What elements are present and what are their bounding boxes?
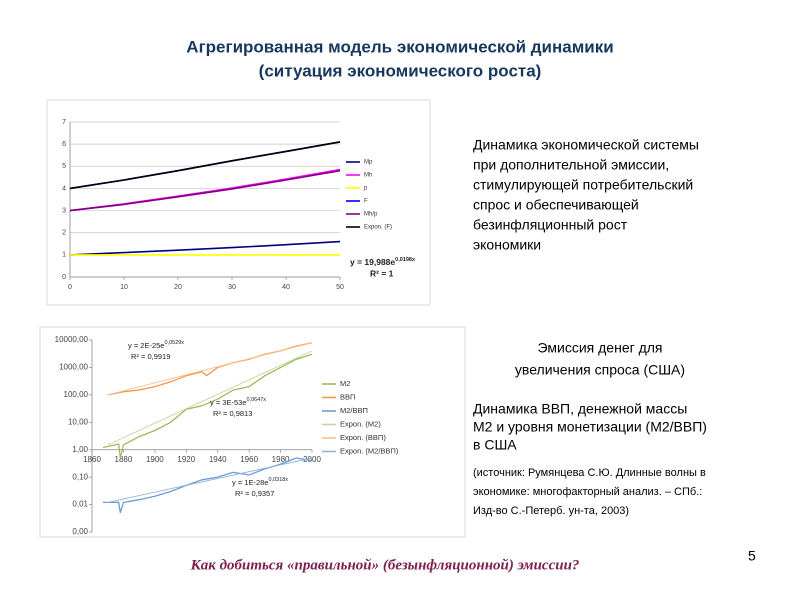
- legend-label: Expon. (ВВП): [340, 433, 386, 442]
- x-tick-label: 2000: [303, 455, 321, 464]
- x-tick-label: 1920: [177, 455, 195, 464]
- x-tick-label: 10: [120, 284, 128, 291]
- equation-exponent: 0,0647x: [246, 397, 266, 403]
- y-tick-label: 0,01: [72, 500, 88, 509]
- y-tick-label: 10,00: [68, 417, 89, 426]
- page-number: 5: [748, 548, 756, 564]
- equation-text: y = 19,988e: [350, 257, 395, 267]
- y-tick-label: 2: [62, 230, 66, 237]
- equation-exponent: 0,0318x: [268, 477, 288, 483]
- x-tick-label: 0: [68, 284, 72, 291]
- x-tick-label: 1980: [272, 455, 290, 464]
- x-tick-label: 1880: [115, 455, 133, 464]
- r-squared: R² = 0,9813: [213, 409, 252, 418]
- description: М2 и уровня монетизации (М2/ВВП): [473, 419, 707, 435]
- trend-equation: y = 1E-28e0,0318x: [232, 477, 288, 487]
- y-tick-label: 0,00: [72, 527, 88, 536]
- chart: 10000,00 1000,00 100,00 10,00 1,00 0,10 0,01 0,…: [55, 335, 399, 536]
- description: Динамика экономической системы: [473, 137, 699, 153]
- series-line: [107, 350, 313, 446]
- series-line: [69, 141, 341, 190]
- x-tick-label: 1960: [240, 455, 258, 464]
- legend-label: M2: [340, 379, 350, 388]
- question: Как добиться «правильной» (безынфляционн…: [190, 557, 580, 573]
- legend-label: p: [364, 186, 368, 192]
- series-line: [69, 169, 341, 212]
- r-squared: R² = 1: [370, 268, 394, 278]
- y-tick-label: 0,10: [72, 472, 88, 481]
- x-tick-label: 1860: [83, 455, 101, 464]
- y-tick-label: 100,00: [64, 390, 89, 399]
- equation-exponent: 0,0198x: [395, 257, 416, 263]
- description: Динамика ВВП, денежной массы: [473, 401, 687, 417]
- series-line: [69, 240, 341, 256]
- legend-label: Expon. (М2/ВВП): [340, 446, 399, 455]
- description: экономики: [473, 237, 541, 253]
- source: (источник: Румянцева С.Ю. Длинные волны …: [473, 467, 706, 479]
- x-tick-label: 1900: [146, 455, 164, 464]
- equation-text: y = 2E-25e: [128, 341, 164, 350]
- subheading: увеличения спроса (США): [515, 362, 685, 378]
- trend-equation: y = 3E-53e0,0647x: [210, 397, 266, 407]
- equation-exponent: 0,0529x: [164, 340, 184, 346]
- trend-equation: y = 19,988e0,0198x: [350, 257, 416, 267]
- legend-label: Mp: [364, 160, 373, 166]
- description: в США: [473, 437, 517, 453]
- y-tick-label: 1000,00: [59, 363, 88, 372]
- trend-equation: y = 2E-25e0,0529x: [128, 340, 184, 350]
- r-squared: R² = 0,9919: [131, 352, 170, 361]
- series-line: [107, 342, 313, 396]
- legend-label: F: [364, 199, 368, 205]
- y-tick-label: 7: [62, 119, 66, 126]
- y-tick-label: 10000,00: [55, 335, 89, 344]
- slide-title: Агрегированная модель экономической дина…: [186, 37, 613, 56]
- slide-title: (ситуация экономического роста): [259, 61, 542, 80]
- source: экономике: многофакторный анализ. – СПб.…: [473, 486, 702, 498]
- y-tick-label: 4: [62, 185, 66, 192]
- equation-text: y = 1E-28e: [232, 478, 268, 487]
- legend-label: Expon. (F): [364, 225, 392, 231]
- series-line: [107, 457, 313, 503]
- y-tick-label: 5: [62, 163, 66, 170]
- legend-label: ВВП: [340, 392, 355, 401]
- y-tick-label: 3: [62, 207, 66, 214]
- chart: 0 1 2 3 4 5 6 7 0 10 20 30 40 50 Mp Mh p F Mh/p Expon. (F) y…: [62, 119, 416, 291]
- legend-label: Mh/p: [364, 212, 378, 218]
- description: стимулирующей потребительский: [473, 177, 693, 193]
- legend-label: Expon. (M2): [340, 419, 381, 428]
- description: безинфляционный рост: [473, 217, 628, 233]
- description: при дополнительной эмиссии,: [473, 157, 669, 173]
- legend-label: М2/ВВП: [340, 406, 368, 415]
- x-tick-label: 1940: [209, 455, 227, 464]
- y-tick-label: 6: [62, 141, 66, 148]
- description: спрос и обеспечивающей: [473, 197, 639, 213]
- y-tick-label: 1,00: [72, 445, 88, 454]
- y-tick-label: 1: [62, 252, 66, 259]
- source: Изд-во С.-Петерб. ун-та, 2003): [473, 505, 629, 517]
- legend-label: Mh: [364, 173, 372, 179]
- y-tick-label: 0: [62, 274, 66, 281]
- chart-frame: [46, 99, 431, 306]
- subheading: Эмиссия денег для: [537, 340, 662, 356]
- x-tick-label: 40: [282, 284, 290, 291]
- equation-text: y = 3E-53e: [210, 398, 246, 407]
- r-squared: R² = 0,9357: [235, 489, 274, 498]
- x-tick-label: 20: [174, 284, 182, 291]
- x-tick-label: 50: [336, 284, 344, 291]
- x-tick-label: 30: [228, 284, 236, 291]
